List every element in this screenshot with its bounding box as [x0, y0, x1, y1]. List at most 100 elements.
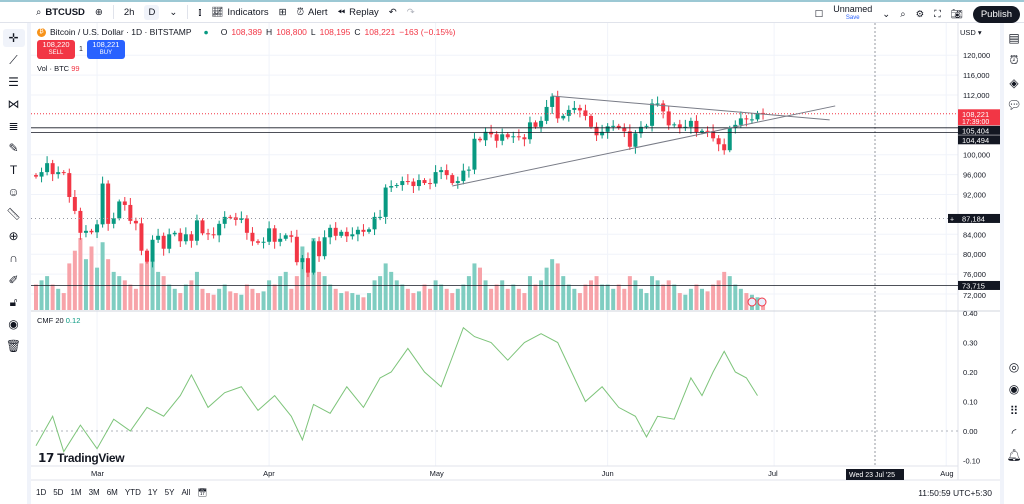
- candle: [311, 241, 316, 273]
- trash-icon[interactable]: 🗑︎: [5, 339, 22, 353]
- volume-bar: [100, 242, 105, 310]
- eye-icon[interactable]: ◉: [8, 317, 19, 331]
- candle: [749, 119, 754, 121]
- candle: [539, 120, 544, 127]
- ideas-icon[interactable]: ◉: [1008, 382, 1020, 396]
- add-symbol-button[interactable]: ⊕: [95, 7, 103, 18]
- volume-bar: [367, 293, 371, 310]
- text-icon[interactable]: T: [9, 163, 18, 177]
- camera-icon[interactable]: 📷︎: [950, 8, 963, 20]
- candle: [577, 107, 582, 111]
- interval-1d[interactable]: D: [144, 4, 160, 20]
- range-3m[interactable]: 3M: [88, 488, 100, 497]
- indicators-button[interactable]: 📈︎ Indicators: [211, 6, 269, 18]
- currency-select[interactable]: USD ▾: [960, 28, 982, 37]
- calendar-icon[interactable]: 📅︎: [197, 488, 208, 497]
- clock[interactable]: 11:50:59 UTC+5:30: [918, 488, 992, 498]
- layout-name[interactable]: Unnamed Save: [833, 4, 873, 22]
- price-chart[interactable]: 120,000 116,000 112,000 100,000 96,000 92,000…: [0, 0, 1000, 504]
- more-icon[interactable]: ⠿: [1009, 404, 1019, 418]
- candle: [516, 136, 521, 138]
- emoji-icon[interactable]: ☺: [7, 185, 20, 199]
- interval-2h[interactable]: 2h: [123, 6, 135, 18]
- volume-legend[interactable]: Vol · BTC 99: [37, 64, 80, 73]
- brush-icon[interactable]: ✎: [8, 141, 19, 155]
- fullscreen-icon[interactable]: ⛶: [934, 8, 941, 20]
- chart-type-button[interactable]: ⫾: [198, 7, 201, 18]
- tradingview-logo[interactable]: 𝟭𝟳 TradingView: [38, 451, 125, 465]
- alert-button[interactable]: ⏰︎ Alert: [296, 6, 328, 18]
- candle: [478, 138, 482, 141]
- cmf-legend[interactable]: CMF 20 0.12: [37, 316, 81, 325]
- price-label-box: [958, 135, 1000, 145]
- range-1y[interactable]: 1Y: [147, 488, 158, 497]
- publish-button[interactable]: Publish: [972, 5, 1020, 23]
- trendline-icon[interactable]: ⟋: [9, 52, 18, 67]
- lock-drawing-icon[interactable]: ✐: [8, 273, 19, 287]
- replay-button[interactable]: ⏪︎ Replay: [337, 6, 379, 18]
- candle: [244, 218, 249, 233]
- buy-button[interactable]: 108,221 BUY: [86, 40, 125, 59]
- volume-bar: [145, 250, 149, 310]
- redo-button[interactable]: ↷: [406, 6, 415, 18]
- right-sidebar: ▤ ⏰︎ ◈ 💬︎ ◎ ◉ ⠿ ◜ 🔔︎: [1000, 23, 1024, 504]
- candle: [100, 183, 105, 225]
- templates-button[interactable]: ⊞: [279, 7, 287, 18]
- horizontal-lines-icon[interactable]: ☰: [8, 75, 19, 89]
- bitcoin-icon: ₿: [37, 27, 46, 37]
- plus-circle-icon: ⊕: [94, 6, 103, 18]
- watchlist-icon[interactable]: ▤: [1008, 31, 1020, 45]
- chat-icon[interactable]: 💬︎: [1006, 98, 1022, 112]
- bell-icon[interactable]: 🔔︎: [1006, 448, 1022, 462]
- chevron-down-icon[interactable]: ⌄: [169, 6, 178, 18]
- layers-icon[interactable]: ◈: [1009, 76, 1019, 90]
- range-ytd[interactable]: YTD: [124, 488, 141, 497]
- volume-bar: [411, 293, 416, 310]
- volume-bar: [455, 288, 460, 310]
- fib-icon[interactable]: ≣: [8, 119, 19, 133]
- range-6m[interactable]: 6M: [106, 488, 118, 497]
- volume-bar: [700, 288, 704, 310]
- candle: [272, 228, 277, 242]
- event-flag-icon: [757, 297, 767, 307]
- range-5d[interactable]: 5D: [53, 488, 64, 497]
- candle: [439, 170, 444, 173]
- layout-checkbox-icon[interactable]: ☐: [814, 8, 824, 20]
- chevron-down-icon[interactable]: ⌄: [882, 8, 891, 20]
- alarm-clock-icon[interactable]: ⏰︎: [1009, 53, 1019, 67]
- volume-bar: [655, 280, 660, 310]
- volume-bar: [167, 284, 172, 310]
- volume-bar: [527, 276, 532, 310]
- volume-bar: [228, 291, 233, 310]
- volume-bar: [206, 293, 211, 310]
- volume-bar: [56, 288, 61, 310]
- settings-icon[interactable]: ⚙: [915, 8, 925, 20]
- sell-button[interactable]: 108,220 SELL: [37, 40, 75, 59]
- candle: [522, 137, 527, 140]
- volume-bar: [516, 288, 521, 310]
- magnet-icon[interactable]: ∩: [9, 251, 18, 265]
- volume-bar: [278, 276, 283, 310]
- candle: [72, 196, 77, 211]
- volume-bar: [544, 267, 549, 310]
- volume-bar: [233, 293, 238, 310]
- candle: [317, 241, 322, 257]
- lock-icon[interactable]: 🔓︎: [9, 294, 18, 309]
- ruler-icon[interactable]: 📏︎: [5, 207, 22, 221]
- undo-button[interactable]: ↶: [388, 6, 397, 18]
- range-5y[interactable]: 5Y: [164, 488, 175, 497]
- range-1d[interactable]: 1D: [36, 488, 47, 497]
- volume-bar: [439, 284, 444, 310]
- broadcast-icon[interactable]: ◜: [1011, 426, 1017, 440]
- pitchfork-icon[interactable]: ⋈: [7, 97, 20, 111]
- volume-bar: [45, 276, 50, 310]
- range-all[interactable]: All: [181, 488, 191, 497]
- symbol-search[interactable]: ⌕ BTCUSD: [36, 6, 85, 18]
- zoom-in-icon[interactable]: ⊕: [8, 229, 19, 243]
- target-icon[interactable]: ◎: [1008, 360, 1020, 374]
- volume-bar: [39, 280, 44, 310]
- crosshair-icon[interactable]: ✛: [2, 29, 25, 47]
- quick-search-icon[interactable]: ⌕: [900, 8, 906, 20]
- symbol-title[interactable]: Bitcoin / U.S. Dollar · 1D · BITSTAMP: [50, 27, 192, 37]
- range-1m[interactable]: 1M: [70, 488, 82, 497]
